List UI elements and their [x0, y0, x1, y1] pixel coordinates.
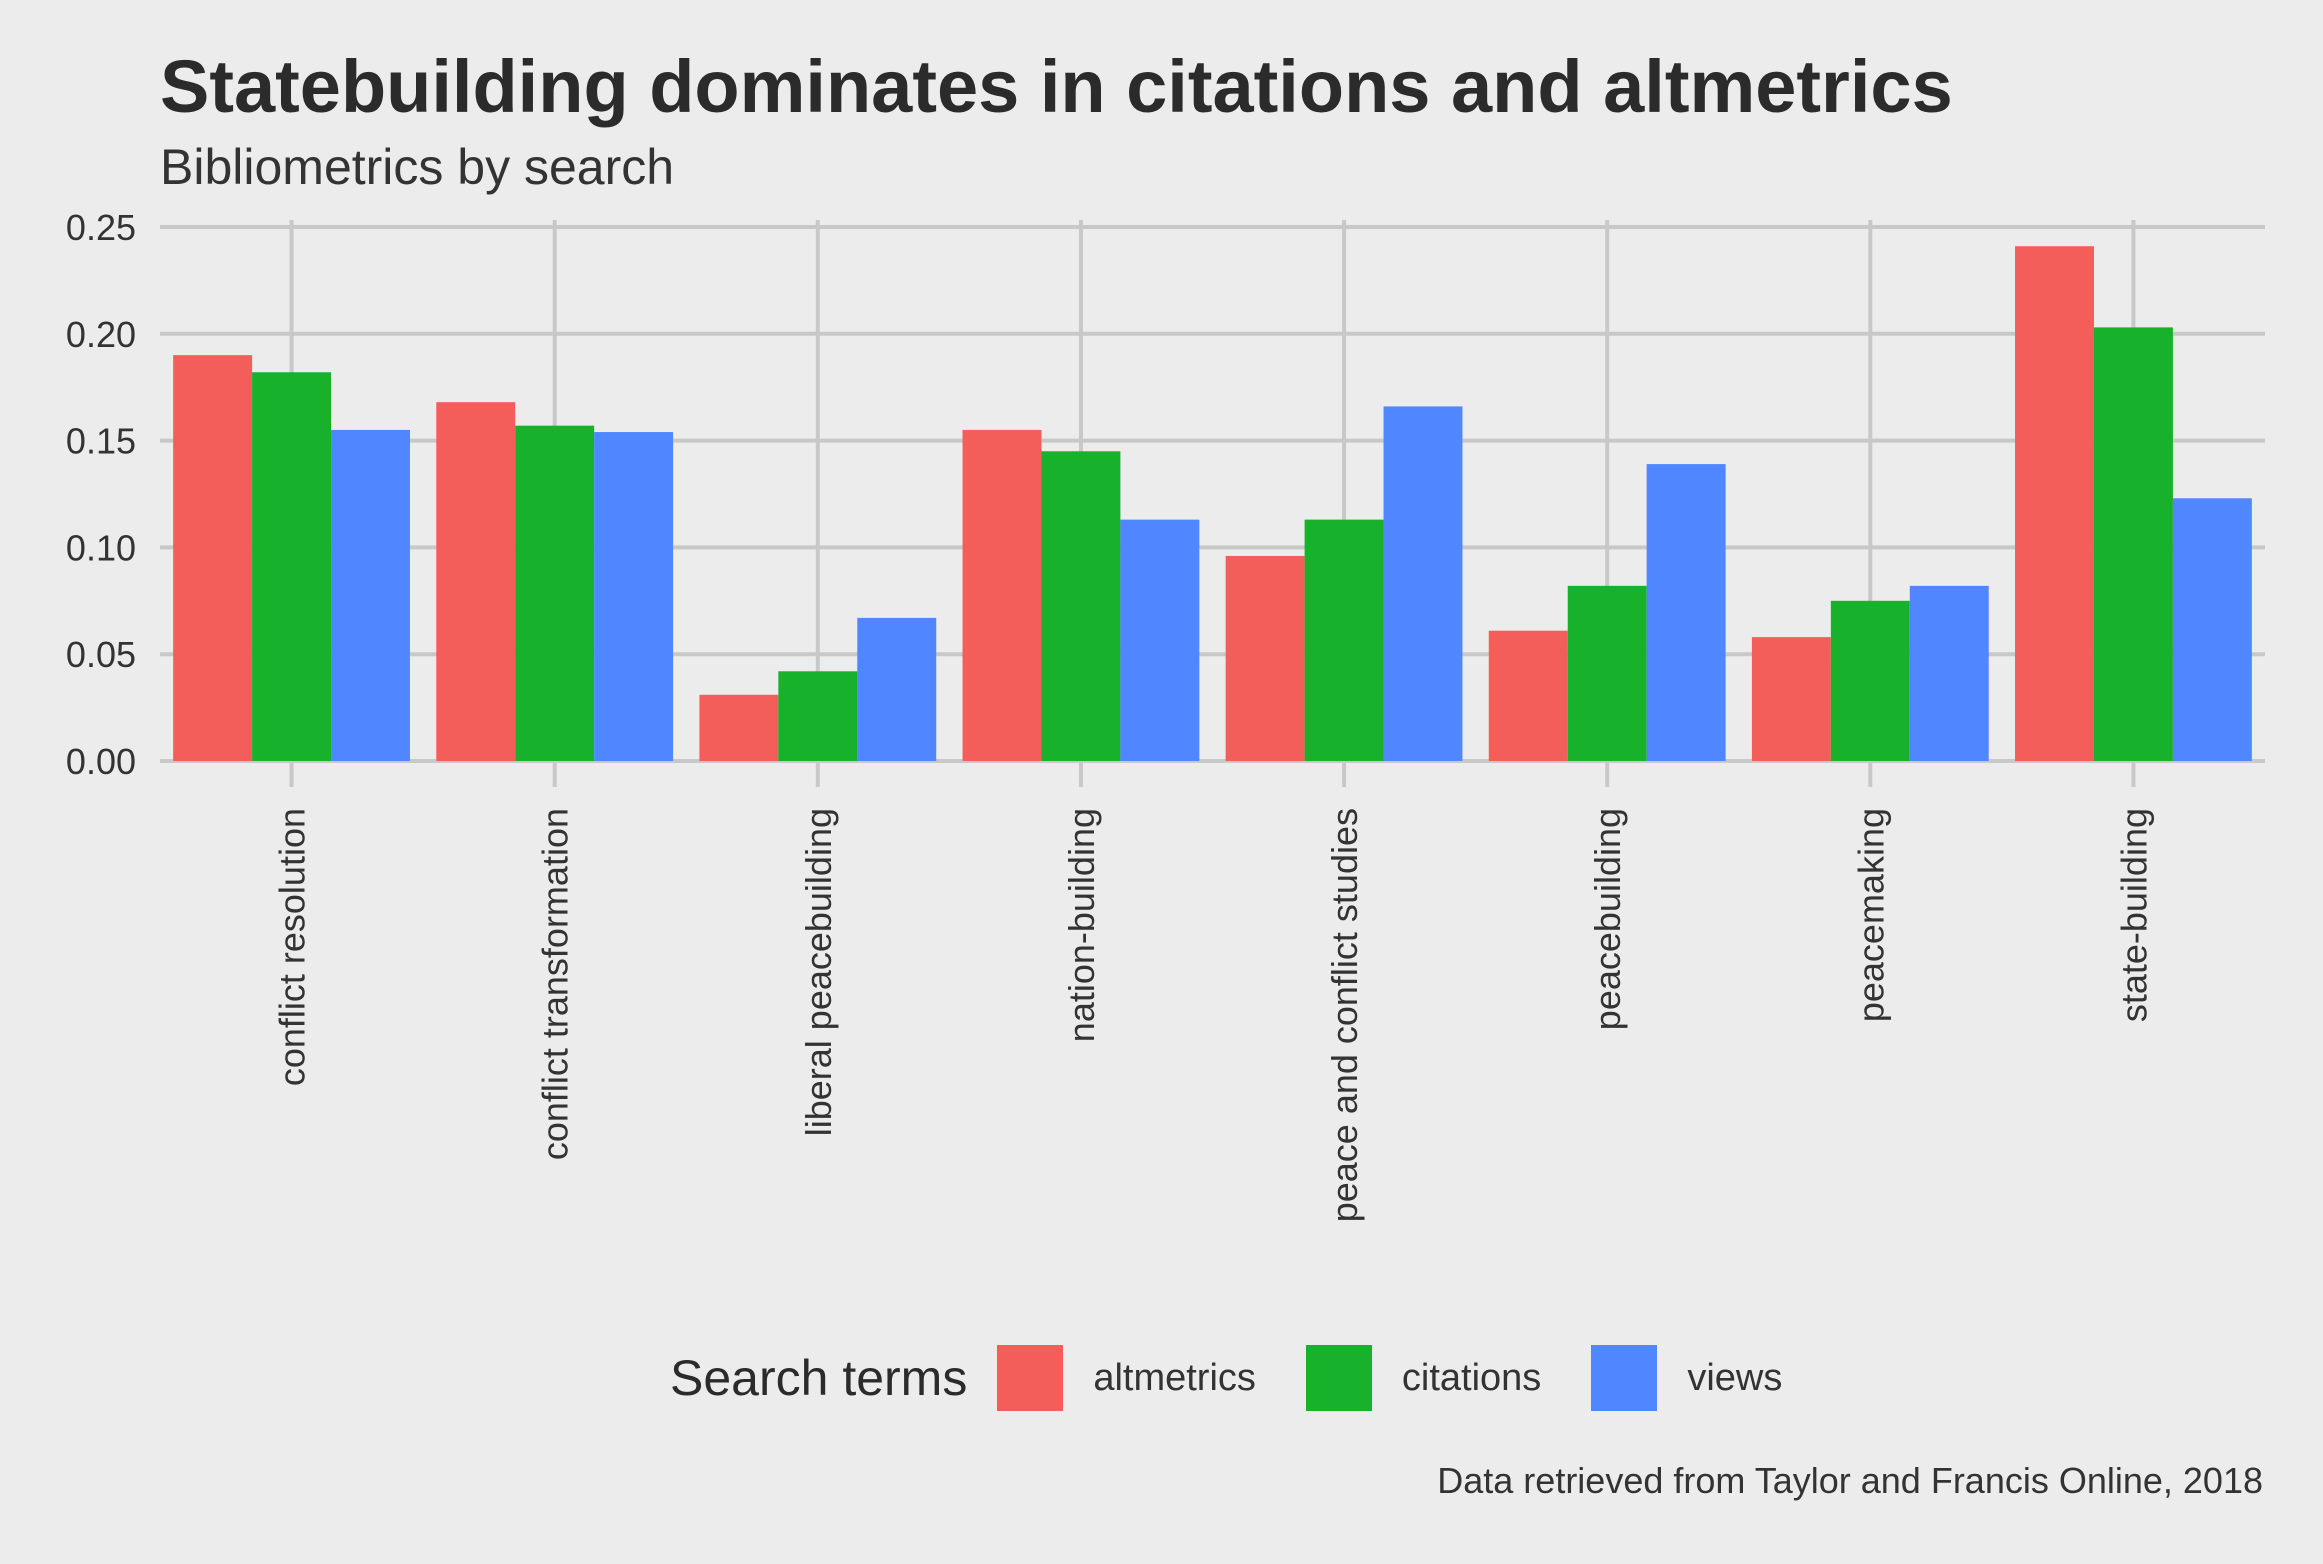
bar-views	[857, 617, 937, 761]
legend-label-altmetrics: altmetrics	[1093, 1356, 1256, 1399]
x-tick-label: peace and conflict studies	[1324, 808, 1365, 1222]
legend-item-citations: citations	[1305, 1345, 1542, 1411]
bar-views	[1120, 519, 1200, 761]
bars	[173, 246, 2252, 761]
chart-title: Statebuilding dominates in citations and…	[160, 45, 1953, 128]
bar-views	[331, 429, 410, 761]
legend-label-citations: citations	[1401, 1356, 1542, 1399]
bar-citations	[252, 372, 332, 761]
y-tick-label: 0.10	[66, 527, 136, 568]
bar-altmetrics	[1488, 630, 1568, 761]
bar-views	[1646, 464, 1726, 761]
bar-altmetrics	[699, 694, 779, 761]
bar-citations	[1830, 600, 1910, 761]
legend-title: Search terms	[670, 1350, 968, 1406]
legend-key-altmetrics	[997, 1345, 1064, 1411]
x-tick-label: peacemaking	[1850, 808, 1891, 1022]
legend-item-views: views	[1591, 1345, 1782, 1411]
bar-citations	[515, 425, 595, 761]
bar-citations	[778, 671, 858, 761]
y-tick-label: 0.00	[66, 741, 136, 782]
bar-altmetrics	[173, 355, 253, 761]
x-tick-label: peacebuilding	[1587, 808, 1628, 1030]
bar-views	[2172, 498, 2252, 761]
chart-subtitle: Bibliometrics by search	[160, 139, 675, 195]
legend-key-citations	[1305, 1345, 1372, 1411]
legend-label-views: views	[1687, 1356, 1783, 1399]
legend-item-altmetrics: altmetrics	[997, 1345, 1256, 1411]
bar-citations	[1304, 519, 1384, 761]
x-tick-label: state-building	[2113, 808, 2154, 1022]
bar-altmetrics	[2015, 246, 2094, 761]
y-tick-label: 0.20	[66, 314, 136, 355]
chart-caption: Data retrieved from Taylor and Francis O…	[1437, 1460, 2263, 1501]
bar-citations	[1041, 451, 1121, 761]
bar-altmetrics	[436, 402, 516, 761]
bar-altmetrics	[1751, 637, 1831, 761]
y-axis-ticks: 0.00 0.05 0.10 0.15 0.20 0.25	[66, 207, 136, 782]
legend: Search terms altmetrics citations views	[670, 1345, 1832, 1411]
bar-citations	[1567, 585, 1647, 761]
y-tick-label: 0.25	[66, 207, 136, 248]
bar-altmetrics	[962, 429, 1042, 761]
bar-altmetrics	[1225, 555, 1305, 761]
legend-key-views	[1591, 1345, 1658, 1411]
bar-views	[1909, 585, 1989, 761]
bar-citations	[2093, 327, 2173, 761]
y-tick-label: 0.05	[66, 634, 136, 675]
x-tick-label: liberal peacebuilding	[798, 808, 839, 1136]
x-axis-ticks: conflict resolution conflict transformati…	[272, 808, 2155, 1222]
bar-views	[594, 432, 674, 761]
x-tick-label: nation-building	[1061, 808, 1102, 1042]
bar-views	[1383, 406, 1463, 761]
x-tick-label: conflict transformation	[535, 808, 576, 1160]
x-tick-label: conflict resolution	[272, 808, 313, 1086]
y-tick-label: 0.15	[66, 421, 136, 462]
